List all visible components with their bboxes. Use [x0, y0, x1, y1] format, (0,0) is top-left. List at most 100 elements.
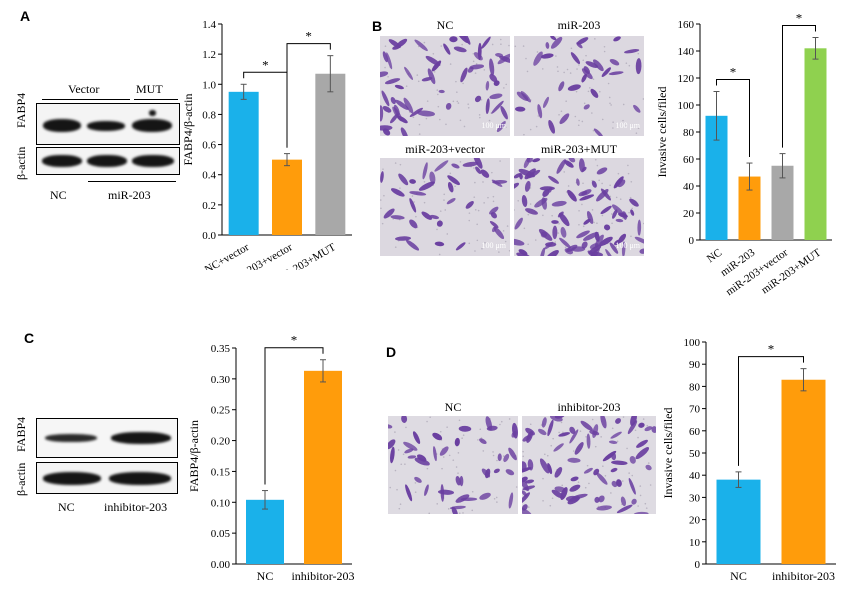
- stained-cell: [540, 247, 546, 256]
- stained-cell: [514, 172, 522, 179]
- stained-cell: [493, 468, 500, 474]
- stained-cell: [569, 429, 579, 444]
- stained-cell: [616, 504, 633, 514]
- stained-cell: [522, 492, 531, 504]
- pore-dot: [578, 210, 580, 212]
- pore-dot: [586, 464, 589, 467]
- pore-dot: [593, 221, 595, 224]
- y-tick-label: 0.05: [211, 528, 231, 540]
- pore-dot: [522, 45, 525, 47]
- pore-dot: [544, 453, 546, 456]
- stained-cell: [421, 211, 433, 220]
- stained-cell: [412, 431, 421, 445]
- stained-cell: [634, 236, 644, 245]
- stained-cell: [518, 168, 536, 178]
- cell-texture: [388, 416, 518, 514]
- micro-title-mir203-mut: miR-203+MUT: [540, 142, 618, 156]
- pore-dot: [478, 114, 481, 116]
- pore-dot: [515, 486, 518, 488]
- pore-dot: [384, 66, 386, 69]
- pore-dot: [610, 492, 612, 494]
- stained-cell: [556, 159, 566, 174]
- blot-header-mut: MUT: [136, 82, 163, 96]
- significance-bracket: [782, 25, 816, 148]
- stained-cell: [390, 113, 399, 124]
- x-tick-label: inhibitor-203: [291, 569, 354, 583]
- pore-dot: [525, 57, 527, 60]
- stained-cell: [432, 432, 443, 441]
- blot-bottom-nc: NC: [58, 500, 75, 514]
- pore-dot: [405, 426, 407, 429]
- pore-dot: [456, 91, 458, 93]
- stained-cell: [601, 67, 612, 77]
- bar: [771, 165, 794, 240]
- pore-dot: [526, 70, 529, 73]
- micrograph-mir203-mut: 100 μm: [514, 158, 644, 256]
- significance-star: *: [291, 333, 298, 348]
- stained-cell: [547, 463, 553, 475]
- significance-star: *: [730, 65, 737, 80]
- stained-cell: [586, 433, 591, 449]
- stained-cell: [421, 76, 433, 82]
- pore-dot: [612, 127, 614, 129]
- x-tick-label: NC: [730, 569, 747, 583]
- stained-cell: [508, 492, 514, 509]
- stained-cell: [481, 36, 491, 49]
- stained-cell: [449, 36, 458, 43]
- stained-cell: [591, 180, 597, 188]
- stained-cell: [485, 80, 490, 91]
- micrograph-d-inhibitor: [522, 416, 656, 514]
- stained-cell: [611, 209, 618, 219]
- stained-cell: [477, 42, 482, 61]
- pore-dot: [382, 168, 384, 170]
- stained-cell: [603, 224, 611, 231]
- cell-texture: [514, 36, 644, 136]
- panel-letter-d: D: [386, 344, 397, 360]
- pore-dot: [502, 230, 505, 232]
- stained-cell: [384, 78, 401, 85]
- bar: [272, 159, 302, 235]
- stained-cell: [551, 489, 564, 499]
- pore-dot: [615, 196, 618, 199]
- blot-band: [43, 472, 101, 485]
- pore-dot: [542, 214, 544, 217]
- pore-dot: [481, 247, 483, 250]
- pore-dot: [563, 71, 565, 74]
- stained-cell: [404, 448, 414, 454]
- blot-fabp4-c: [36, 418, 178, 458]
- pore-dot: [645, 507, 648, 509]
- stained-cell: [539, 186, 555, 191]
- pore-dot: [621, 480, 624, 482]
- pore-dot: [629, 196, 632, 199]
- stained-cell: [427, 68, 436, 85]
- stained-cell: [395, 236, 412, 241]
- stained-cell: [473, 158, 483, 169]
- pore-dot: [462, 512, 464, 514]
- pore-dot: [394, 431, 396, 433]
- pore-dot: [639, 494, 642, 497]
- pore-dot: [455, 466, 458, 468]
- pore-dot: [492, 454, 495, 457]
- pore-dot: [449, 63, 452, 65]
- stained-cell: [534, 197, 548, 208]
- pore-dot: [404, 463, 406, 465]
- blot-band: [109, 472, 171, 485]
- pore-dot: [601, 118, 604, 121]
- stained-cell: [489, 58, 495, 76]
- pore-dot: [534, 239, 537, 241]
- stained-cell: [443, 43, 451, 55]
- stained-cell: [568, 158, 576, 163]
- pore-dot: [619, 198, 622, 200]
- stained-cell: [570, 52, 581, 65]
- pore-dot: [575, 90, 578, 93]
- stained-cell: [548, 186, 553, 193]
- stained-cell: [497, 53, 510, 65]
- pore-dot: [642, 98, 644, 100]
- pore-dot: [500, 43, 502, 46]
- stained-cell: [496, 121, 506, 133]
- y-tick-label: 120: [678, 73, 695, 85]
- pore-dot: [649, 484, 652, 486]
- pore-dot: [491, 43, 494, 46]
- stained-cell: [541, 417, 547, 428]
- pore-dot: [474, 209, 477, 211]
